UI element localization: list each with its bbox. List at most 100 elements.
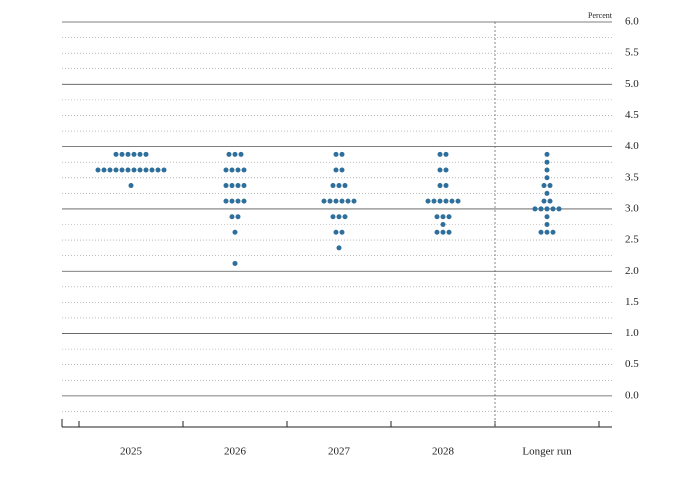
dot xyxy=(119,151,125,157)
dot xyxy=(336,183,342,189)
dot xyxy=(544,229,550,235)
dot xyxy=(113,167,119,173)
dot xyxy=(547,183,553,189)
dot xyxy=(232,151,238,157)
y-tick-label: 3.0 xyxy=(625,202,639,214)
dot xyxy=(437,167,443,173)
dot xyxy=(339,167,345,173)
dot xyxy=(143,167,149,173)
dot xyxy=(437,151,443,157)
dot xyxy=(339,229,345,235)
dot xyxy=(342,183,348,189)
dot xyxy=(446,214,452,220)
y-tick-label: 0.0 xyxy=(625,389,639,401)
dot xyxy=(538,206,544,212)
dot xyxy=(101,167,107,173)
y-tick-label: 4.0 xyxy=(625,140,639,152)
dot xyxy=(339,198,345,204)
y-tick-label: 5.0 xyxy=(625,78,639,90)
x-tick-label: Longer run xyxy=(522,446,572,458)
dot xyxy=(119,167,125,173)
y-tick-label: 1.5 xyxy=(625,296,639,308)
dot xyxy=(339,151,345,157)
dot xyxy=(434,229,440,235)
y-tick-label: 4.5 xyxy=(625,109,639,121)
dot xyxy=(137,167,143,173)
dot xyxy=(437,183,443,189)
dot xyxy=(241,198,247,204)
dot xyxy=(143,151,149,157)
x-tick-label: 2026 xyxy=(224,446,247,458)
dot xyxy=(321,198,327,204)
dot xyxy=(351,198,357,204)
dot xyxy=(241,183,247,189)
dot xyxy=(155,167,161,173)
dot xyxy=(223,167,229,173)
dot xyxy=(125,151,131,157)
y-tick-label: 2.0 xyxy=(625,265,639,277)
dot xyxy=(342,214,348,220)
dot xyxy=(440,229,446,235)
y-tick-label: 6.0 xyxy=(625,16,639,28)
dot xyxy=(107,167,113,173)
dot xyxy=(235,167,241,173)
dot xyxy=(137,151,143,157)
dot xyxy=(544,214,550,220)
dot xyxy=(113,151,119,157)
dot xyxy=(440,214,446,220)
dot xyxy=(541,198,547,204)
dot xyxy=(128,183,134,189)
dot xyxy=(235,183,241,189)
y-tick-label: 5.5 xyxy=(625,47,639,59)
dot xyxy=(434,214,440,220)
dot xyxy=(544,190,550,196)
dot xyxy=(333,167,339,173)
dot xyxy=(131,167,137,173)
dot xyxy=(235,214,241,220)
dot xyxy=(544,151,550,157)
dot xyxy=(223,183,229,189)
dot xyxy=(125,167,131,173)
dot xyxy=(544,175,550,181)
dot xyxy=(229,183,235,189)
dot xyxy=(541,183,547,189)
dot xyxy=(232,229,238,235)
dot xyxy=(327,198,333,204)
dot xyxy=(223,198,229,204)
unit-label: Percent xyxy=(588,11,613,20)
dot xyxy=(443,167,449,173)
dot xyxy=(131,151,137,157)
dot xyxy=(440,222,446,227)
dot xyxy=(443,151,449,157)
dot xyxy=(544,159,550,165)
dot xyxy=(544,206,550,212)
dot xyxy=(538,229,544,235)
dot xyxy=(226,151,232,157)
dot xyxy=(330,183,336,189)
dot xyxy=(232,260,238,266)
dot xyxy=(556,206,562,212)
dot xyxy=(437,198,443,204)
dot xyxy=(229,167,235,173)
dot xyxy=(443,183,449,189)
y-tick-label: 3.5 xyxy=(625,171,639,183)
dot xyxy=(345,198,351,204)
x-tick-label: 2025 xyxy=(120,446,143,458)
dot xyxy=(544,222,550,227)
dot xyxy=(532,206,538,212)
dot xyxy=(235,198,241,204)
dot xyxy=(229,214,235,220)
dot xyxy=(241,167,247,173)
dot xyxy=(238,151,244,157)
y-tick-label: 2.5 xyxy=(625,234,639,246)
x-tick-label: 2028 xyxy=(432,446,455,458)
dot xyxy=(336,214,342,220)
dot xyxy=(446,229,452,235)
dot xyxy=(333,151,339,157)
dot xyxy=(443,198,449,204)
dot xyxy=(550,206,556,212)
dot xyxy=(95,167,101,173)
dot xyxy=(229,198,235,204)
